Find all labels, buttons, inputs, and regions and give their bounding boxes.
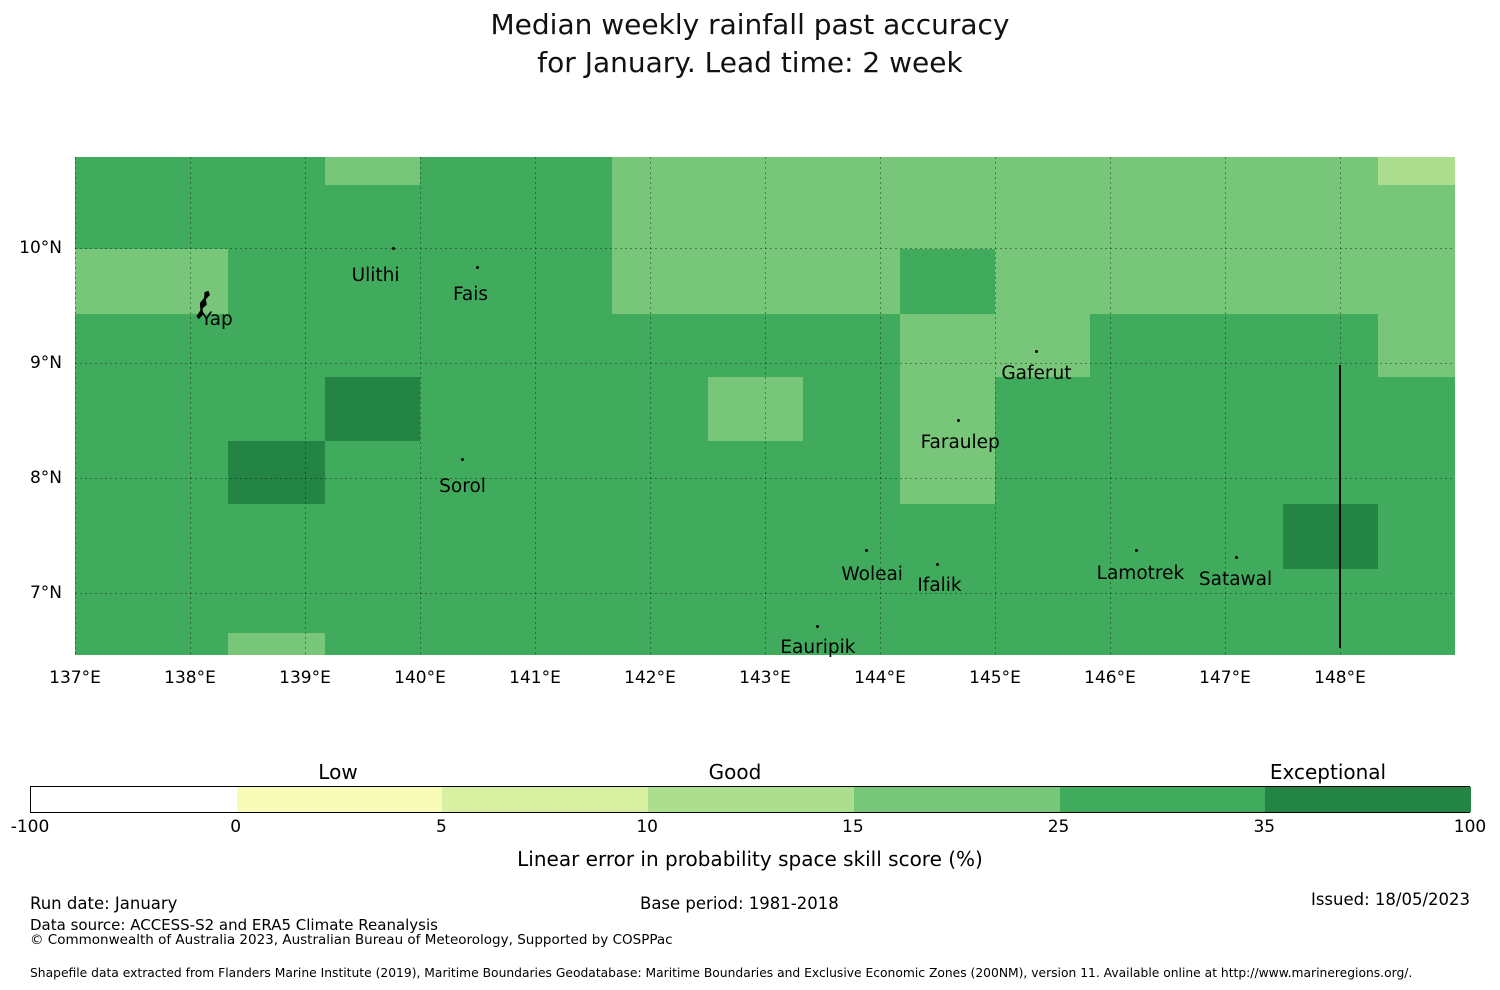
colorbar: [30, 786, 1472, 813]
longitude-gridline: [1110, 157, 1111, 655]
colorbar-segment: [648, 787, 855, 812]
colorbar-segment: [1059, 787, 1266, 812]
longitude-gridline: [765, 157, 766, 655]
x-tick-label: 143°E: [739, 668, 791, 688]
latitude-gridline: [75, 593, 1455, 594]
heatmap-cell: [1377, 313, 1455, 377]
colorbar-tick-label: 0: [230, 817, 242, 837]
colorbar-segment: [31, 787, 238, 812]
island-label: Ulithi: [351, 265, 400, 286]
heatmap-cell: [612, 157, 1455, 250]
heatmap-cell: [612, 249, 900, 314]
colorbar-category-label: Good: [708, 760, 762, 784]
heatmap-cell: [227, 441, 325, 505]
colorbar-category-label: Low: [318, 760, 358, 784]
island-label: Gaferut: [1001, 362, 1072, 384]
island-label: Woleai: [841, 564, 903, 586]
heatmap-cell: [227, 633, 325, 655]
colorbar-segment: [1265, 787, 1472, 812]
longitude-gridline: [75, 157, 76, 655]
data-source-text: Data source: ACCESS-S2 and ERA5 Climate …: [30, 916, 438, 934]
island-label: Faraulep: [920, 431, 1000, 453]
island-label: Ifalik: [917, 575, 962, 597]
heatmap-cell: [324, 157, 420, 185]
base-period-text: Base period: 1981-2018: [640, 894, 839, 913]
colorbar-tick-label: 5: [436, 817, 447, 837]
heatmap-cell: [324, 376, 420, 442]
island-marker-dot: [1034, 350, 1038, 353]
y-tick-label: 10°N: [19, 238, 62, 258]
colorbar-tick-label: 25: [1047, 817, 1070, 837]
x-tick-label: 148°E: [1314, 668, 1366, 688]
heatmap-cell: [899, 313, 995, 505]
map-panel: Yap Ulithi Fais Sorol Gaferut Faraulep Woleai I…: [75, 157, 1455, 659]
colorbar-tick-label: 100: [1453, 817, 1487, 837]
chart-title-line2: for January. Lead time: 2 week: [537, 46, 963, 79]
latitude-gridline: [75, 478, 1455, 479]
x-tick-label: 138°E: [164, 668, 216, 688]
latitude-gridline: [75, 248, 1455, 249]
x-tick-label: 142°E: [624, 668, 676, 688]
colorbar-segment: [853, 787, 1061, 812]
longitude-gridline: [880, 157, 881, 655]
island-label: Fais: [452, 283, 489, 305]
island-marker-dot: [936, 562, 939, 566]
latitude-gridline: [75, 363, 1455, 364]
longitude-gridline: [1225, 157, 1226, 655]
heatmap-cell: [995, 249, 1455, 314]
island-marker-dot: [816, 624, 820, 628]
island-marker-dot: [461, 458, 465, 462]
issued-date-text: Issued: 18/05/2023: [1310, 890, 1470, 909]
longitude-gridline: [305, 157, 306, 655]
x-tick-label: 140°E: [394, 668, 446, 688]
island-label: Sorol: [439, 475, 486, 497]
y-tick-label: 7°N: [29, 583, 62, 603]
y-tick-label: 8°N: [29, 468, 62, 488]
run-date-text: Run date: January: [30, 894, 178, 913]
longitude-gridline: [190, 157, 191, 655]
heatmap-cell: [707, 376, 803, 442]
colorbar-segment: [236, 787, 443, 812]
x-tick-label: 147°E: [1199, 668, 1251, 688]
island-marker-dot: [864, 548, 868, 552]
island-marker-dot: [956, 419, 960, 422]
longitude-gridline: [420, 157, 421, 655]
longitude-gridline: [995, 157, 996, 655]
island-marker-dot: [476, 266, 479, 270]
colorbar-category-label: Exceptional: [1269, 760, 1387, 784]
colorbar-tick-label: 35: [1253, 817, 1276, 837]
x-tick-label: 145°E: [969, 668, 1021, 688]
island-label: Satawal: [1198, 569, 1273, 591]
island-marker-dot: [1134, 548, 1138, 552]
y-tick-label: 9°N: [29, 353, 62, 373]
island-label: Eauripik: [780, 637, 856, 659]
colorbar-segment: [442, 787, 649, 812]
shapefile-note-text: Shapefile data extracted from Flanders M…: [30, 966, 1413, 980]
heatmap-cell: [1377, 157, 1455, 185]
heatmap-cell: [1282, 504, 1378, 569]
x-tick-label: 146°E: [1084, 668, 1136, 688]
colorbar-axis-label: Linear error in probability space skill …: [517, 847, 983, 871]
island-marker-dot: [392, 246, 396, 250]
eez-boundary-line: [1339, 365, 1341, 649]
copyright-text: © Commonwealth of Australia 2023, Austra…: [30, 932, 673, 948]
chart-title-line1: Median weekly rainfall past accuracy: [490, 8, 1010, 41]
colorbar-tick-label: -100: [10, 817, 50, 837]
x-tick-label: 137°E: [49, 668, 101, 688]
longitude-gridline: [650, 157, 651, 655]
colorbar-tick-label: 10: [636, 817, 658, 837]
x-tick-label: 141°E: [509, 668, 561, 688]
heatmap-cell: [995, 313, 1091, 377]
longitude-gridline: [535, 157, 536, 655]
colorbar-tick-label: 15: [842, 817, 864, 837]
island-label: Yap: [200, 309, 233, 331]
chart-title: Median weekly rainfall past accuracy for…: [0, 6, 1500, 82]
island-label: Lamotrek: [1096, 563, 1185, 585]
x-tick-label: 144°E: [854, 668, 906, 688]
x-tick-label: 139°E: [279, 668, 331, 688]
island-marker-dot: [1235, 555, 1238, 559]
